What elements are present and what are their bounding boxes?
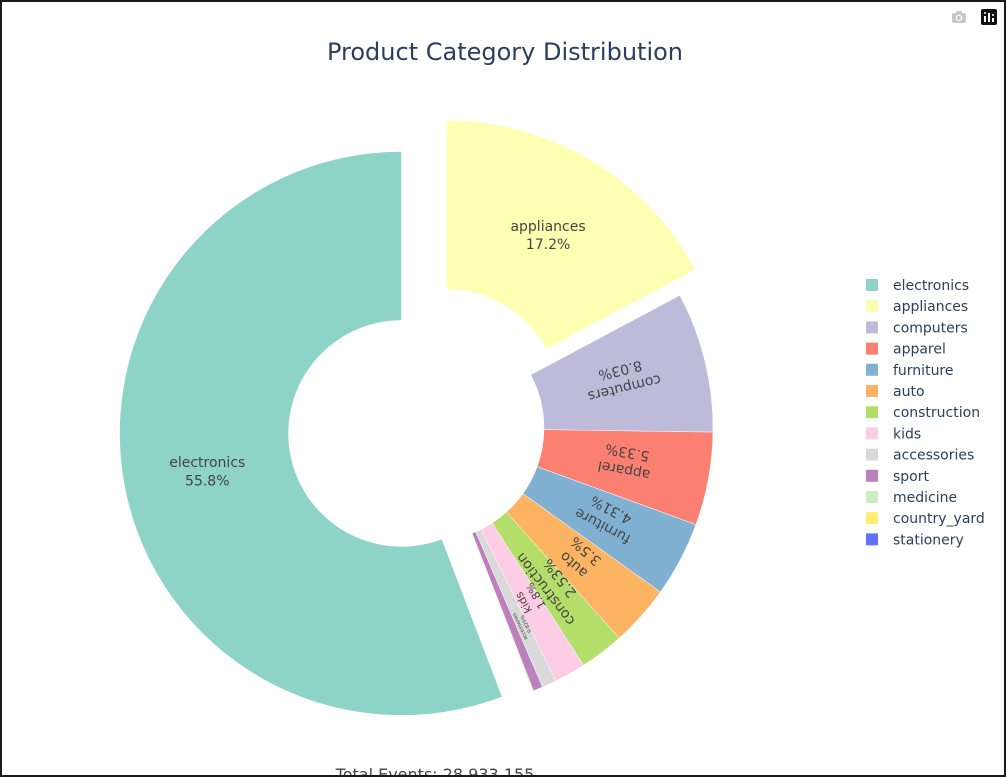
legend-swatch (866, 321, 878, 334)
slice-appliances[interactable] (446, 120, 696, 350)
legend-swatch (866, 385, 878, 397)
legend-item-sport[interactable]: sport (866, 469, 930, 485)
legend-swatch (866, 512, 878, 525)
legend-label: kids (893, 426, 921, 442)
legend-item-medicine[interactable]: medicine (866, 490, 957, 506)
legend-item-appliances[interactable]: appliances (866, 299, 968, 315)
modebar (950, 8, 998, 26)
legend-swatch (866, 279, 878, 291)
legend-item-country-yard[interactable]: country_yard (866, 511, 985, 527)
legend-item-kids[interactable]: kids (866, 426, 921, 442)
total-events-footer: Total Events: 28,933,155 (335, 765, 535, 775)
slice-electronics[interactable] (119, 151, 503, 716)
legend-label: electronics (893, 278, 969, 294)
legend-label: apparel (893, 342, 946, 358)
slice-label-appliances: appliances 17.2% (510, 219, 585, 253)
legend-swatch (866, 342, 878, 355)
legend-item-furniture[interactable]: furniture (866, 363, 954, 379)
legend-swatch (866, 533, 878, 546)
legend-label: accessories (893, 448, 974, 464)
legend-label: construction (893, 405, 980, 421)
plotly-logo-icon[interactable] (980, 8, 998, 26)
slice-label-apparel: apparel5.33% (597, 439, 655, 482)
legend: electronics appliances computers apparel fur… (866, 278, 985, 548)
legend-swatch (866, 448, 878, 461)
legend-label: computers (893, 320, 968, 336)
legend-swatch (866, 363, 878, 376)
legend-swatch (866, 427, 878, 440)
legend-item-stationery[interactable]: stationery (866, 532, 964, 548)
legend-item-apparel[interactable]: apparel (866, 342, 946, 358)
legend-label: appliances (893, 299, 968, 315)
slice-stationery[interactable] (471, 533, 533, 692)
legend-item-accessories[interactable]: accessories (866, 448, 974, 464)
legend-swatch (866, 491, 878, 503)
legend-label: furniture (893, 363, 954, 379)
legend-swatch (866, 406, 878, 419)
legend-label: country_yard (893, 511, 985, 527)
pie-slices (119, 120, 714, 716)
chart-title: Product Category Distribution (327, 38, 683, 66)
legend-label: medicine (893, 490, 957, 506)
legend-label: auto (893, 384, 925, 400)
slice-label-electronics: electronics 55.8% (169, 455, 245, 489)
legend-swatch (866, 300, 878, 313)
legend-item-auto[interactable]: auto (866, 384, 925, 400)
legend-item-electronics[interactable]: electronics (866, 278, 969, 294)
legend-label: sport (893, 469, 930, 485)
legend-item-construction[interactable]: construction (866, 405, 980, 421)
camera-icon[interactable] (950, 8, 968, 26)
legend-label: stationery (893, 532, 964, 548)
legend-item-computers[interactable]: computers (866, 320, 968, 336)
legend-swatch (866, 469, 878, 482)
